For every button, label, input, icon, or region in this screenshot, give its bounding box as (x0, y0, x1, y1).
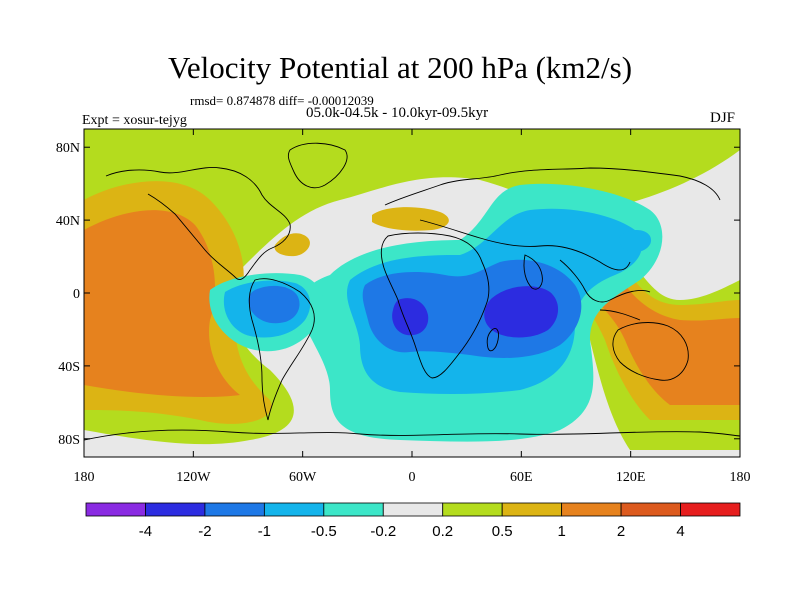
map-title: Velocity Potential at 200 hPa (km2/s) (167, 50, 633, 85)
period-label: 05.0k-04.5k - 10.0kyr-09.5kyr (306, 105, 489, 121)
contour-pacific-east-yellow (84, 150, 740, 445)
colorbar-swatch (204, 502, 265, 517)
coast-greenland (287, 142, 348, 189)
colorbar-label: -4 (139, 523, 152, 540)
colorbar-label: -0.2 (370, 523, 396, 540)
x-tick-label: 120E (616, 470, 646, 485)
contour-asia-amber (372, 207, 449, 231)
experiment-label: Expt = xosur-tejyg (82, 113, 187, 128)
x-tick-label: 60W (289, 470, 317, 485)
x-tick-label: 180 (74, 470, 95, 485)
colorbar-swatch (323, 502, 384, 517)
colorbar-label: 2 (617, 523, 625, 540)
contour-americas-blue (248, 285, 300, 324)
y-tick-label: 40S (58, 360, 80, 375)
x-tick-label: 0 (409, 470, 416, 485)
colorbar-label: -1 (258, 523, 271, 540)
colorbar-label: -2 (198, 523, 211, 540)
colorbar-label: 0.2 (432, 523, 453, 540)
contour-northwest-pacific-teal (619, 230, 652, 252)
colorbar-swatch (680, 502, 741, 517)
colorbar-swatch (145, 502, 206, 517)
colorbar-swatch (263, 502, 325, 517)
contour-north-yellow-band (84, 129, 740, 150)
coast-africa (380, 232, 490, 379)
coastline-layer (84, 142, 740, 441)
coast-north-america (105, 167, 291, 281)
colorbar-label: 1 (557, 523, 565, 540)
coast-south-america (248, 278, 315, 421)
season-label: DJF (710, 110, 736, 126)
colorbar-swatch (382, 502, 444, 517)
x-tick-label: 120W (176, 470, 211, 485)
colorbar-swatch (501, 502, 563, 517)
colorbar-label: 0.5 (492, 523, 513, 540)
coast-europe-asia (384, 167, 721, 271)
y-tick-label: 0 (73, 287, 80, 302)
y-tick-label: 80N (56, 141, 80, 156)
coast-india (523, 254, 543, 290)
colorbar: -4 -2 -1 -0.5 -0.2 0.2 0.5 1 2 4 (85, 502, 741, 540)
stats-label: rmsd= 0.874878 diff= -0.00012039 (190, 93, 374, 108)
contour-atlantic-amber (274, 233, 310, 257)
colorbar-swatch (85, 502, 146, 517)
colorbar-swatch (442, 502, 503, 517)
contour-fill-layer (84, 129, 740, 450)
y-tick-label: 40N (56, 214, 80, 229)
x-tick-label: 180 (730, 470, 751, 485)
contour-africa-darkblue (392, 298, 429, 336)
colorbar-swatch (620, 502, 681, 517)
colorbar-label: 4 (676, 523, 684, 540)
contour-pacific-west-orange (84, 210, 240, 397)
y-axis: 80N 40N 0 40S 80S (56, 141, 740, 448)
coast-australia (612, 322, 689, 381)
x-axis: 180 120W 60W 0 60E 120E 180 (74, 129, 751, 485)
coast-southeast-asia (559, 259, 651, 321)
colorbar-label: -0.5 (311, 523, 337, 540)
x-tick-label: 60E (510, 470, 533, 485)
y-tick-label: 80S (58, 433, 80, 448)
coast-madagascar (486, 328, 499, 352)
colorbar-swatch (561, 502, 622, 517)
contour-indian-darkblue (484, 286, 559, 338)
coast-antarctica (84, 429, 740, 441)
